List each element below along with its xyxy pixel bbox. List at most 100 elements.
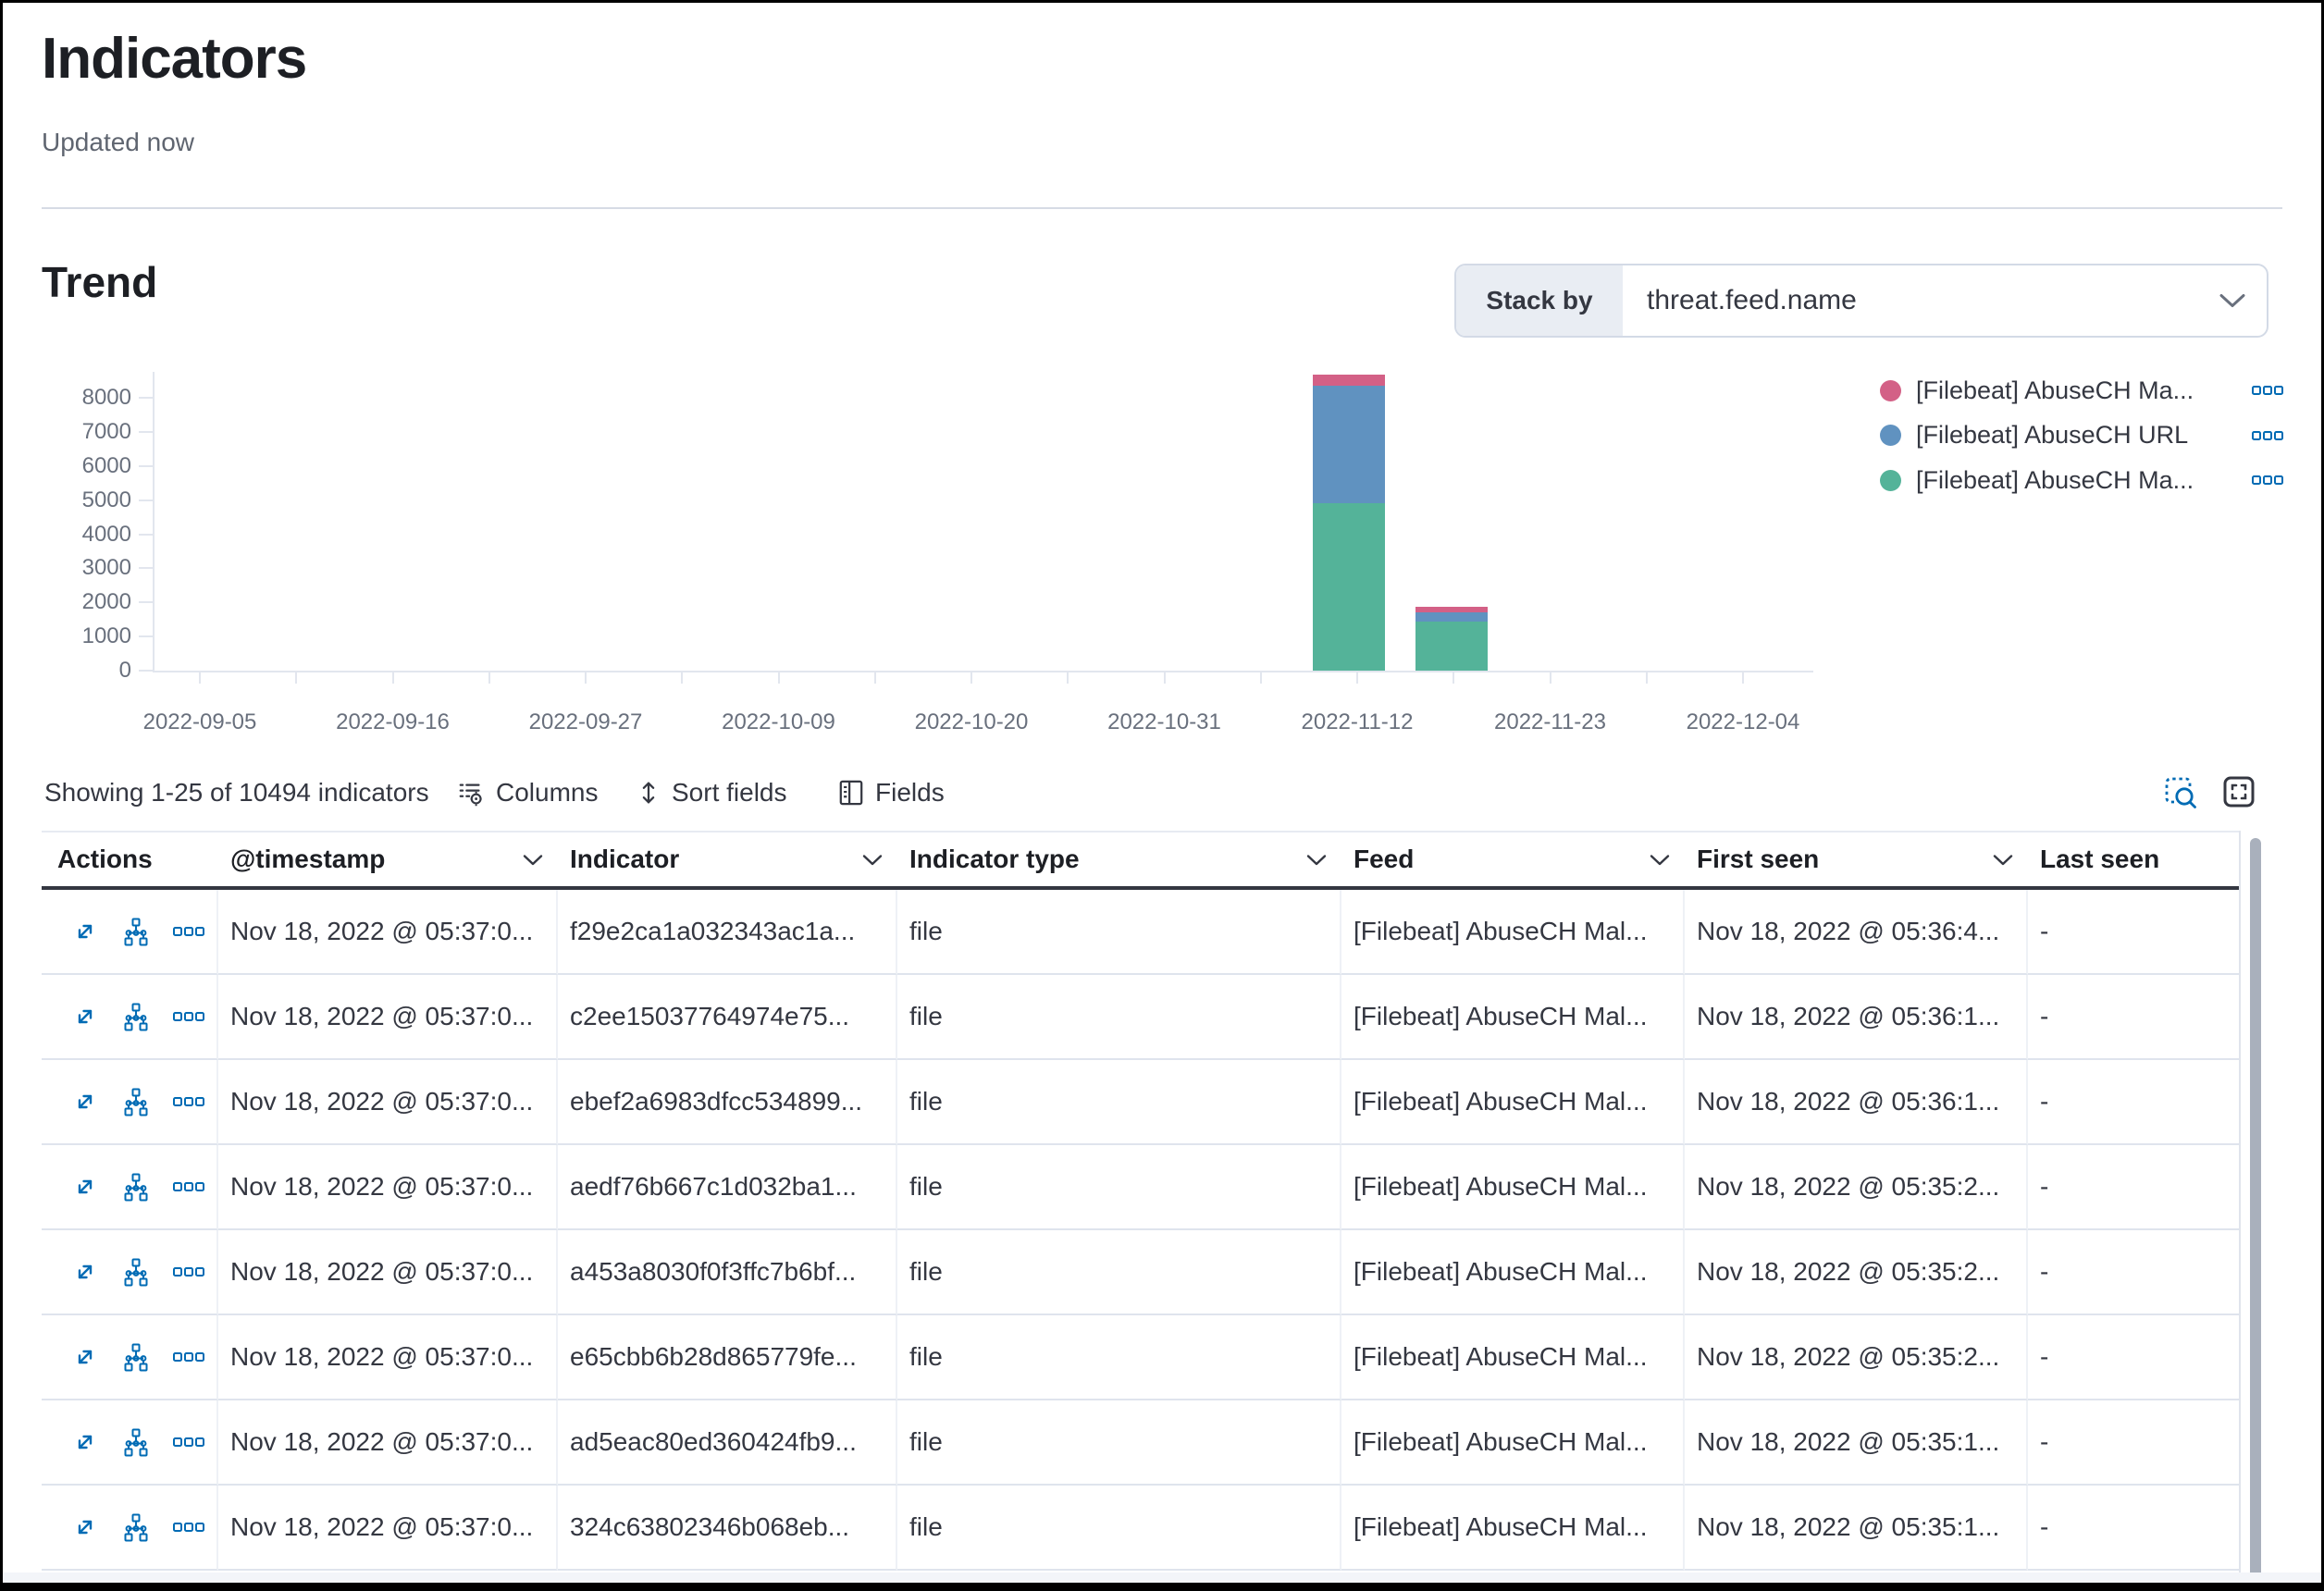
legend-dot-icon	[1880, 469, 1901, 491]
chevron-down-icon[interactable]	[523, 854, 543, 866]
y-axis-tick-label: 2000	[81, 589, 131, 615]
actions-cell	[42, 890, 218, 975]
x-axis-tick	[199, 672, 201, 684]
bar-segment[interactable]	[1415, 607, 1488, 612]
bar-segment[interactable]	[1415, 621, 1488, 671]
cell-feed: [Filebeat] AbuseCH Mal...	[1341, 1145, 1685, 1230]
x-axis-tick-label: 2022-11-12	[1301, 709, 1414, 734]
more-actions-button[interactable]	[173, 1096, 204, 1107]
columns-button[interactable]: Columns	[457, 773, 598, 812]
stack-by-select[interactable]: Stack by threat.feed.name	[1454, 264, 2268, 338]
legend-item-label: [Filebeat] AbuseCH Ma...	[1916, 376, 2194, 404]
legend-more-icon[interactable]	[2252, 475, 2283, 486]
column-header-last-seen[interactable]: Last seen	[2028, 832, 2239, 886]
expand-row-button[interactable]	[71, 1428, 99, 1456]
investigate-in-timeline-button[interactable]	[121, 1512, 151, 1542]
x-axis-tick	[585, 672, 587, 684]
fullscreen-button[interactable]	[2219, 773, 2259, 814]
column-header-label: Last seen	[2040, 845, 2160, 873]
chevron-down-icon	[2219, 265, 2267, 336]
more-actions-button[interactable]	[173, 926, 204, 937]
fields-button[interactable]: Fields	[838, 773, 945, 812]
column-header-indicator[interactable]: Indicator	[558, 832, 897, 886]
cell-indicator-type: file	[897, 1145, 1341, 1230]
x-axis-tick-label: 2022-12-04	[1686, 709, 1800, 734]
investigate-in-timeline-button[interactable]	[121, 1087, 151, 1116]
column-header-label: Actions	[57, 845, 153, 873]
vertical-scrollbar[interactable]	[2250, 838, 2261, 1582]
y-axis-tick	[139, 397, 153, 399]
more-actions-button[interactable]	[173, 1522, 204, 1533]
table-row: Nov 18, 2022 @ 05:37:0... ad5eac80ed36042…	[42, 1400, 2239, 1486]
cell-feed: [Filebeat] AbuseCH Mal...	[1341, 975, 1685, 1060]
legend-more-icon[interactable]	[2252, 385, 2283, 396]
actions-cell	[42, 1315, 218, 1400]
legend-more-icon[interactable]	[2252, 430, 2283, 441]
stack-by-label: Stack by	[1456, 265, 1623, 336]
investigate-in-timeline-button[interactable]	[121, 1427, 151, 1457]
chevron-down-icon[interactable]	[1306, 854, 1327, 866]
expand-row-button[interactable]	[71, 1173, 99, 1201]
more-actions-button[interactable]	[173, 1266, 204, 1277]
cell-indicator-type: file	[897, 975, 1341, 1060]
column-header-indicator-type[interactable]: Indicator type	[897, 832, 1341, 886]
columns-button-label: Columns	[496, 778, 599, 807]
chevron-down-icon[interactable]	[1650, 854, 1670, 866]
cell-indicator: c2ee15037764974e75...	[558, 975, 897, 1060]
more-actions-button[interactable]	[173, 1437, 204, 1448]
column-header-actions[interactable]: Actions	[42, 832, 218, 886]
expand-row-button[interactable]	[71, 1003, 99, 1030]
sort-fields-button[interactable]: Sort fields	[637, 773, 787, 812]
y-axis-tick	[139, 601, 153, 604]
cell-last-seen: -	[2028, 1060, 2239, 1145]
frame-top	[0, 0, 2324, 3]
x-axis-tick	[295, 672, 298, 684]
trend-heading: Trend	[42, 258, 158, 306]
legend-item[interactable]: [Filebeat] AbuseCH URL	[1880, 414, 2283, 457]
y-axis-tick	[139, 533, 153, 536]
x-axis-tick	[1067, 672, 1069, 684]
inspect-icon	[2161, 773, 2198, 815]
fields-button-label: Fields	[875, 778, 945, 807]
bar-segment[interactable]	[1312, 386, 1385, 504]
bar-segment[interactable]	[1312, 503, 1385, 671]
x-axis-tick	[777, 672, 780, 684]
expand-row-button[interactable]	[71, 1258, 99, 1286]
investigate-in-timeline-button[interactable]	[121, 1172, 151, 1202]
cell-indicator-type: file	[897, 890, 1341, 975]
column-header-feed[interactable]: Feed	[1341, 832, 1685, 886]
investigate-in-timeline-button[interactable]	[121, 1342, 151, 1372]
bar-segment[interactable]	[1312, 374, 1385, 387]
y-axis-tick	[139, 567, 153, 570]
cell-feed: [Filebeat] AbuseCH Mal...	[1341, 1486, 1685, 1571]
legend-item[interactable]: [Filebeat] AbuseCH Ma...	[1880, 369, 2283, 412]
x-axis-tick-label: 2022-09-05	[142, 709, 257, 734]
frame-bottom	[0, 1583, 2324, 1591]
more-actions-button[interactable]	[173, 1181, 204, 1192]
expand-row-button[interactable]	[71, 1513, 99, 1541]
expand-row-button[interactable]	[71, 918, 99, 945]
x-axis-tick	[873, 672, 876, 684]
investigate-in-timeline-button[interactable]	[121, 1002, 151, 1031]
cell-indicator: e65cbb6b28d865779fe...	[558, 1315, 897, 1400]
column-header-first-seen[interactable]: First seen	[1685, 832, 2028, 886]
chevron-down-icon[interactable]	[862, 854, 883, 866]
chevron-down-icon[interactable]	[1993, 854, 2013, 866]
more-actions-button[interactable]	[173, 1011, 204, 1022]
expand-row-button[interactable]	[71, 1088, 99, 1116]
results-count: Showing 1-25 of 10494 indicators	[44, 778, 429, 807]
table-row: Nov 18, 2022 @ 05:37:0... ebef2a6983dfcc5…	[42, 1060, 2239, 1145]
column-header--timestamp[interactable]: @timestamp	[218, 832, 558, 886]
cell-timestamp: Nov 18, 2022 @ 05:37:0...	[218, 1060, 558, 1145]
cell-last-seen: -	[2028, 1145, 2239, 1230]
expand-row-button[interactable]	[71, 1343, 99, 1371]
bar-segment[interactable]	[1415, 611, 1488, 622]
inspect-button[interactable]	[2159, 773, 2200, 814]
legend-dot-icon	[1880, 379, 1901, 401]
legend-item[interactable]: [Filebeat] AbuseCH Ma...	[1880, 459, 2283, 501]
more-actions-button[interactable]	[173, 1351, 204, 1363]
legend-item-label: [Filebeat] AbuseCH URL	[1916, 421, 2189, 449]
cell-last-seen: -	[2028, 890, 2239, 975]
investigate-in-timeline-button[interactable]	[121, 917, 151, 946]
investigate-in-timeline-button[interactable]	[121, 1257, 151, 1287]
